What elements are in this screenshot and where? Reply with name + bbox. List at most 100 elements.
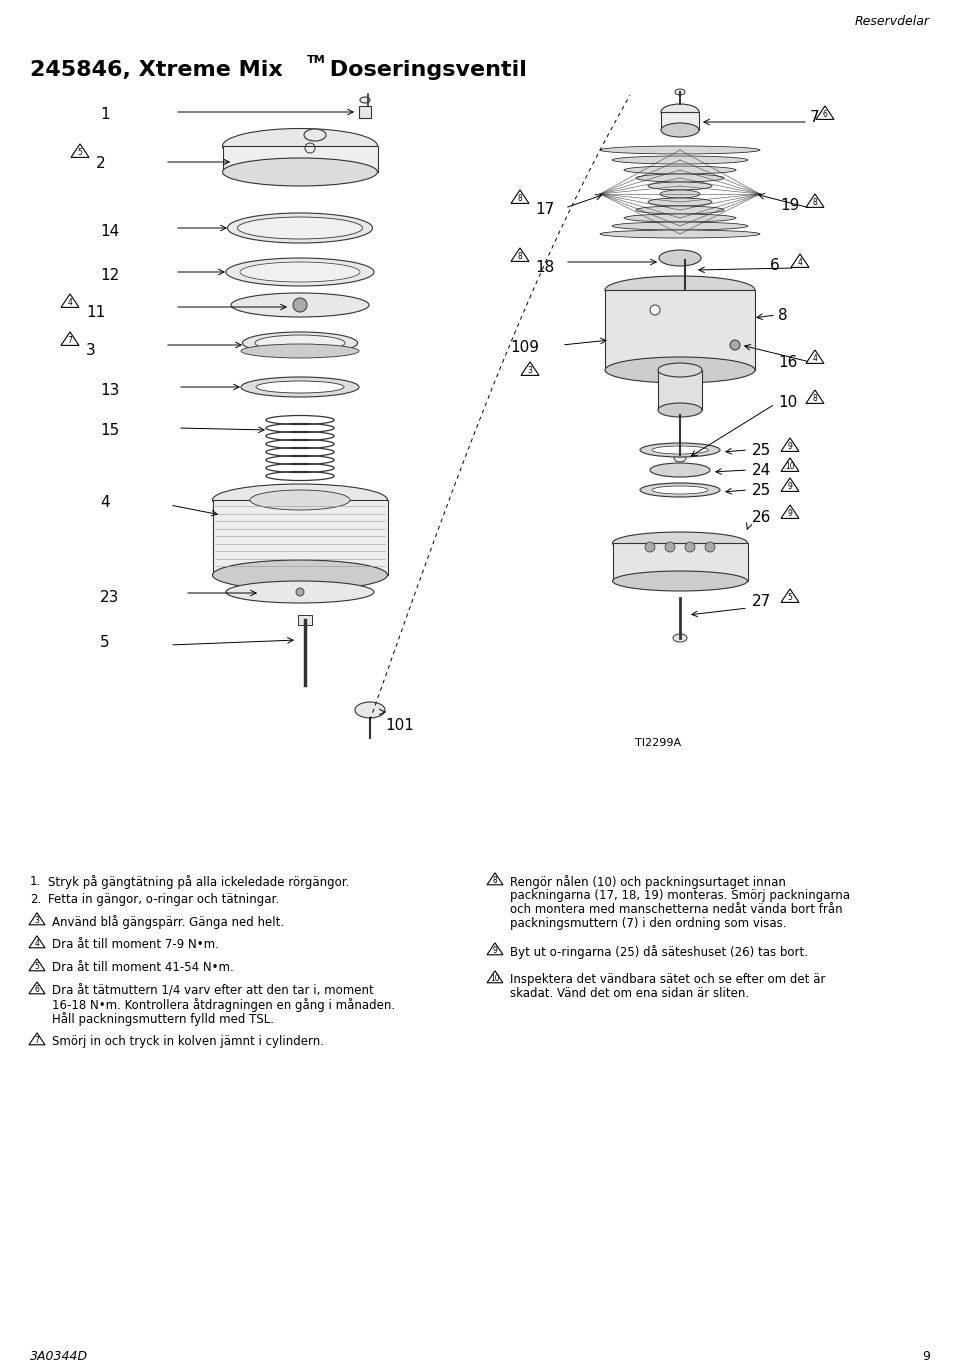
Bar <box>359 106 371 118</box>
Bar <box>213 499 388 574</box>
Ellipse shape <box>648 182 712 191</box>
Text: 8: 8 <box>812 199 817 207</box>
Bar <box>661 112 699 131</box>
Ellipse shape <box>660 191 700 197</box>
Ellipse shape <box>612 572 748 591</box>
Bar <box>298 615 312 625</box>
Text: 8: 8 <box>517 195 522 203</box>
Bar <box>605 290 755 370</box>
Text: 16-18 N•m. Kontrollera åtdragningen en gång i månaden.: 16-18 N•m. Kontrollera åtdragningen en g… <box>52 998 396 1013</box>
Text: Håll packningsmuttern fylld med TSL.: Håll packningsmuttern fylld med TSL. <box>52 1013 274 1026</box>
Ellipse shape <box>223 128 377 163</box>
Ellipse shape <box>624 166 736 174</box>
Text: 4: 4 <box>67 298 72 308</box>
Text: TI2299A: TI2299A <box>635 738 682 749</box>
Ellipse shape <box>640 442 720 457</box>
Ellipse shape <box>212 485 388 516</box>
Ellipse shape <box>661 103 699 120</box>
Text: Stryk på gängtätning på alla ickeledade rörgängor.: Stryk på gängtätning på alla ickeledade … <box>48 875 349 889</box>
Text: 9: 9 <box>787 442 792 452</box>
Ellipse shape <box>636 206 724 214</box>
Ellipse shape <box>675 88 685 95</box>
Text: 7: 7 <box>67 336 72 346</box>
Circle shape <box>650 305 660 314</box>
Ellipse shape <box>605 276 755 304</box>
Circle shape <box>296 588 304 596</box>
Ellipse shape <box>612 222 748 230</box>
Text: 16: 16 <box>778 355 798 370</box>
Ellipse shape <box>226 259 374 286</box>
Ellipse shape <box>624 214 736 222</box>
Text: 25: 25 <box>752 442 771 459</box>
Ellipse shape <box>241 344 359 358</box>
Text: 5: 5 <box>100 636 109 651</box>
Ellipse shape <box>658 403 702 416</box>
Text: 19: 19 <box>780 197 800 214</box>
Ellipse shape <box>612 532 748 554</box>
Bar <box>613 543 748 581</box>
Text: Använd blå gängspärr. Gänga ned helt.: Använd blå gängspärr. Gänga ned helt. <box>52 915 284 930</box>
Text: 4: 4 <box>100 495 109 510</box>
Ellipse shape <box>255 335 345 351</box>
Ellipse shape <box>650 463 710 476</box>
Ellipse shape <box>226 581 374 603</box>
Text: Fetta in gängor, o-ringar och tätningar.: Fetta in gängor, o-ringar och tätningar. <box>48 893 279 906</box>
Ellipse shape <box>240 263 360 282</box>
Text: Rengör nålen (10) och packningsurtaget innan: Rengör nålen (10) och packningsurtaget i… <box>510 875 786 889</box>
Text: 24: 24 <box>752 463 771 478</box>
Circle shape <box>685 542 695 553</box>
Text: 4: 4 <box>812 354 817 363</box>
Text: Inspektera det vändbara sätet och se efter om det är: Inspektera det vändbara sätet och se eft… <box>510 973 826 985</box>
Text: packningsmuttern (7) i den ordning som visas.: packningsmuttern (7) i den ordning som v… <box>510 917 786 930</box>
Ellipse shape <box>674 455 686 461</box>
Ellipse shape <box>243 332 357 354</box>
Ellipse shape <box>256 381 344 393</box>
Text: 3: 3 <box>86 343 96 358</box>
Text: 9: 9 <box>787 482 792 491</box>
Text: 27: 27 <box>752 593 771 608</box>
Text: 101: 101 <box>385 719 414 734</box>
Text: och montera med manschetterna nedåt vända bort från: och montera med manschetterna nedåt vänd… <box>510 902 843 916</box>
Text: 9: 9 <box>923 1350 930 1361</box>
Text: 5: 5 <box>78 148 83 157</box>
Bar <box>223 146 378 171</box>
Text: 8: 8 <box>492 876 497 885</box>
Text: 9: 9 <box>787 509 792 519</box>
Bar <box>658 370 702 410</box>
Ellipse shape <box>231 293 369 317</box>
Ellipse shape <box>636 174 724 182</box>
Ellipse shape <box>659 250 701 265</box>
Text: 2.: 2. <box>30 893 41 906</box>
Circle shape <box>730 340 740 350</box>
Ellipse shape <box>652 446 708 455</box>
Text: Reservdelar: Reservdelar <box>855 15 930 29</box>
Ellipse shape <box>241 377 359 397</box>
Text: 5: 5 <box>787 593 792 602</box>
Text: packningarna (17, 18, 19) monteras. Smörj packningarna: packningarna (17, 18, 19) monteras. Smör… <box>510 889 850 902</box>
Text: 3A0344D: 3A0344D <box>30 1350 88 1361</box>
Text: Dra åt till moment 7-9 N•m.: Dra åt till moment 7-9 N•m. <box>52 938 219 951</box>
Ellipse shape <box>605 357 755 382</box>
Ellipse shape <box>673 634 687 642</box>
Ellipse shape <box>600 146 760 154</box>
Ellipse shape <box>600 230 760 238</box>
Text: 7: 7 <box>35 1036 39 1045</box>
Text: 109: 109 <box>510 340 539 355</box>
Ellipse shape <box>228 214 372 244</box>
Ellipse shape <box>681 287 689 293</box>
Text: 8: 8 <box>778 308 787 323</box>
Ellipse shape <box>640 483 720 497</box>
Text: 18: 18 <box>535 260 554 275</box>
Circle shape <box>293 298 307 312</box>
Text: 9: 9 <box>492 946 497 955</box>
Text: Byt ut o-ringarna (25) då säteshuset (26) tas bort.: Byt ut o-ringarna (25) då säteshuset (26… <box>510 945 808 960</box>
Circle shape <box>665 542 675 553</box>
Ellipse shape <box>237 216 363 240</box>
Ellipse shape <box>612 157 748 163</box>
Text: 25: 25 <box>752 483 771 498</box>
Text: 6: 6 <box>823 110 828 120</box>
Ellipse shape <box>658 363 702 377</box>
Ellipse shape <box>212 559 388 591</box>
Text: 10: 10 <box>491 974 500 983</box>
Text: Dra åt till moment 41-54 N•m.: Dra åt till moment 41-54 N•m. <box>52 961 233 974</box>
